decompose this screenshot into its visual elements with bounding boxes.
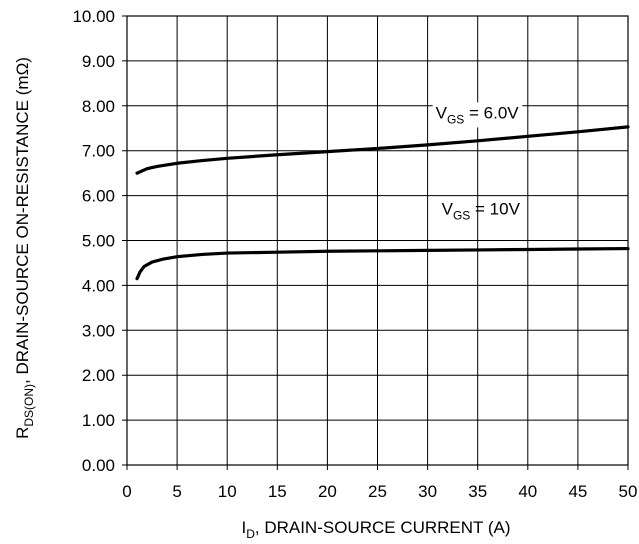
y-axis-label: RDS(ON), DRAIN-SOURCE ON-RESISTANCE (mΩ) [13, 57, 36, 439]
grid [122, 15, 629, 470]
series-line-vgs-10v [135, 246, 630, 281]
x-tick-label: 0 [122, 482, 131, 501]
y-axis-label-sub: DS(ON) [22, 384, 36, 427]
x-tick-label: 5 [172, 482, 181, 501]
x-tick-label: 45 [568, 482, 587, 501]
y-axis-label-rest: , DRAIN-SOURCE ON-RESISTANCE (mΩ) [13, 57, 32, 384]
x-tick-label: 25 [368, 482, 387, 501]
x-tick-label: 50 [619, 482, 638, 501]
x-tick-label: 35 [468, 482, 487, 501]
tick-labels: 0 5 10 15 20 25 30 35 40 45 50 0.00 1.00 2.00 3.00 4.00… [72, 7, 637, 501]
x-tick-label: 40 [518, 482, 537, 501]
axes [126, 15, 629, 466]
series-line-vgs-6v [135, 125, 630, 175]
y-tick-label: 2.00 [82, 366, 115, 385]
x-axis-label-sub: D [246, 527, 255, 541]
series-label-main: V [442, 199, 454, 218]
x-tick-label: 20 [318, 482, 337, 501]
x-tick-label: 30 [418, 482, 437, 501]
y-axis-label-main: R [13, 427, 32, 439]
series-label-sub: GS [453, 208, 470, 222]
y-tick-label: 1.00 [82, 411, 115, 430]
y-tick-label: 6.00 [82, 187, 115, 206]
y-tick-label: 5.00 [82, 232, 115, 251]
series-label-rest: = 10V [470, 199, 520, 218]
y-tick-label: 7.00 [82, 142, 115, 161]
series-label-vgs-10v: VGS = 10V [442, 199, 521, 222]
y-tick-label: 3.00 [82, 321, 115, 340]
series-label-sub: GS [447, 112, 464, 126]
x-tick-label: 10 [218, 482, 237, 501]
y-tick-label: 4.00 [82, 276, 115, 295]
x-axis-label-rest: , DRAIN-SOURCE CURRENT (A) [255, 518, 511, 537]
x-axis-label: ID, DRAIN-SOURCE CURRENT (A) [241, 518, 510, 541]
y-tick-label: 9.00 [82, 52, 115, 71]
series-label-rest: = 6.0V [464, 103, 519, 122]
series-group [135, 125, 630, 281]
plot-frame [126, 15, 629, 466]
y-tick-label: 0.00 [82, 456, 115, 475]
x-axis-label-main: I [241, 518, 246, 537]
series-label-vgs-6v: VGS = 6.0V [436, 103, 520, 126]
series-label-background [432, 102, 523, 128]
y-tick-label: 10.00 [72, 7, 115, 26]
y-tick-label: 8.00 [82, 97, 115, 116]
series-label-main: V [436, 103, 448, 122]
x-tick-label: 15 [268, 482, 287, 501]
